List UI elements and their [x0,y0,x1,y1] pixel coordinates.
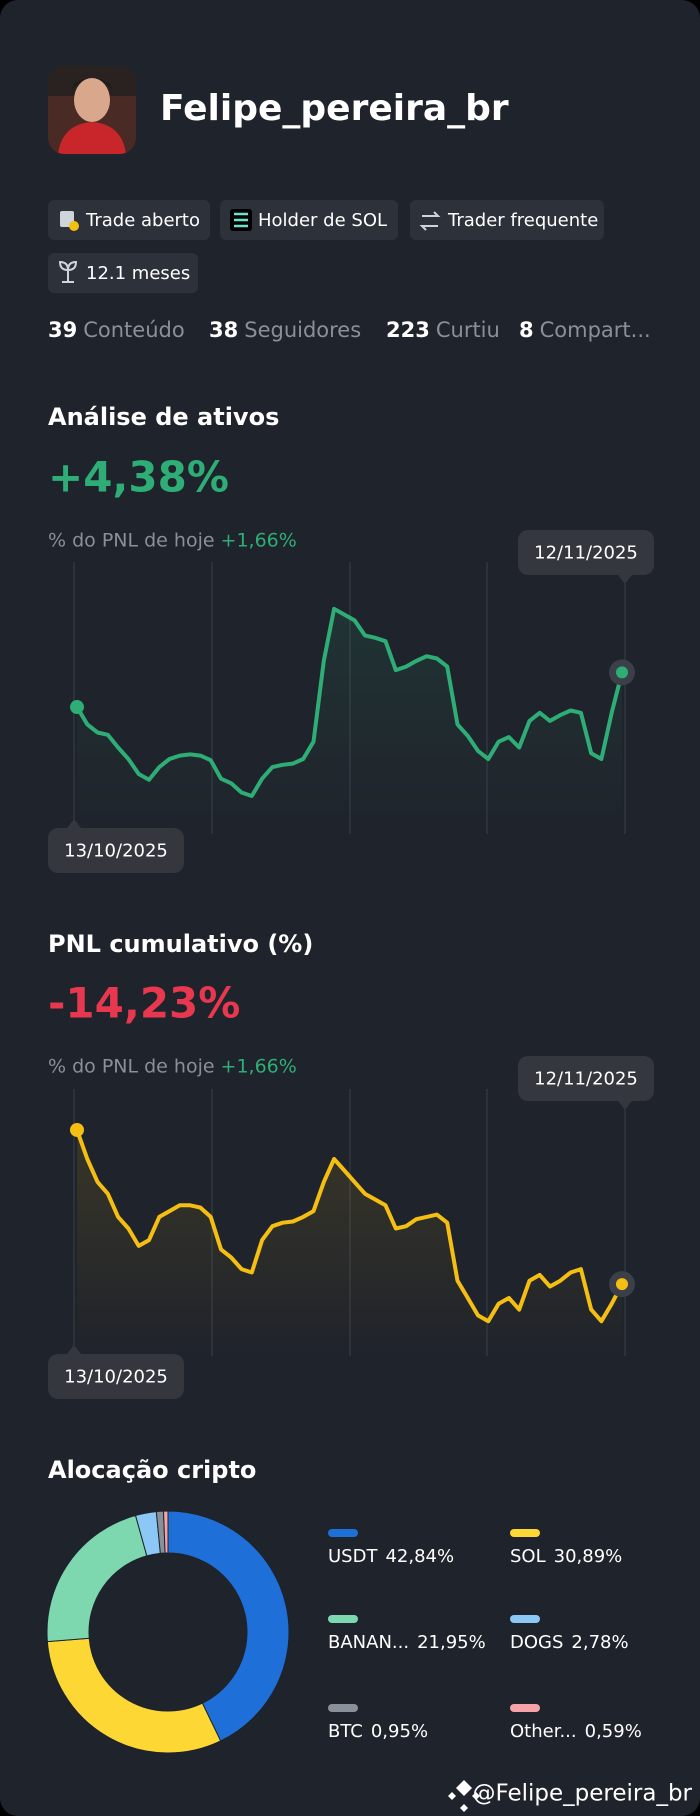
legend-label: DOGS [510,1632,563,1653]
tooltip-text: 13/10/2025 [64,841,168,862]
subtitle-value: +1,66% [221,1056,297,1078]
footer-logo [448,1780,480,1812]
legend-swatch [510,1529,540,1537]
section-title: Alocação cripto [48,1456,256,1484]
legend-swatch [510,1615,540,1623]
badge-text: Trader frequente [447,210,598,231]
badge-icon [69,221,79,231]
legend-swatch [328,1704,358,1712]
legend-value: 2,78% [571,1632,628,1653]
legend-swatch [328,1615,358,1623]
line [75,606,624,798]
donut-slice [167,1510,290,1742]
tooltip-bg [48,1354,184,1399]
headline-value: +4,38% [48,453,229,502]
tooltip-tip [67,819,81,828]
line [75,1128,624,1324]
badge-icon [234,212,248,228]
stat-value: 8 [519,318,534,342]
tooltip-tip [618,1101,632,1110]
stat-label: Seguidores [244,318,361,342]
badge-text: Trade aberto [85,210,200,231]
avatar [48,66,136,154]
tooltip-bg [518,530,654,575]
start-point [70,1122,84,1137]
subtitle-value: +1,66% [221,530,297,552]
badge-icon [419,211,441,231]
badge-icon [58,260,78,283]
badge-bg [48,200,210,240]
legend-value: 0,59% [585,1721,642,1742]
legend-label: SOL [510,1546,546,1567]
end-point [616,666,628,679]
tooltip-bg [518,1056,654,1101]
badge-text: Holder de SOL [258,210,387,231]
badge-bg [410,200,604,240]
legend-swatch [328,1529,358,1537]
legend-value: 21,95% [417,1632,486,1653]
badge-bg [48,253,198,293]
start-point [70,700,84,715]
section-title: Análise de ativos [48,403,279,431]
end-point [616,1278,628,1291]
tooltip-text: 12/11/2025 [534,1069,638,1090]
legend-label: BANAN... [328,1632,409,1653]
stat-value: 38 [209,318,238,342]
tooltip-text: 12/11/2025 [534,543,638,564]
badge-bg [220,200,398,240]
donut-slice [46,1637,222,1754]
stat-value: 39 [48,318,77,342]
footer-handle: @Felipe_pereira_br [473,1781,693,1807]
legend-value: 42,84% [385,1546,454,1567]
legend-swatch [510,1704,540,1712]
subtitle: % do PNL de hoje [48,530,215,552]
tooltip-bg [48,828,184,873]
stat-value: 223 [386,318,430,342]
line-area [77,1130,622,1356]
section-title: PNL cumulativo (%) [48,930,313,958]
legend-label: BTC [328,1721,363,1742]
profile-name: Felipe_pereira_br [160,88,509,129]
stat-label: Conteúdo [83,318,184,342]
stat-label: Compart... [540,318,651,342]
tooltip-text: 13/10/2025 [64,1367,168,1388]
tooltip-tip [618,575,632,584]
badge-text: 12.1 meses [86,263,190,284]
legend-label: Other... [510,1721,577,1742]
donut-slice [162,1510,169,1554]
legend-value: 30,89% [554,1546,623,1567]
legend-label: USDT [328,1546,378,1567]
subtitle: % do PNL de hoje [48,1056,215,1078]
headline-value: -14,23% [48,979,240,1028]
stat-label: Curtiu [436,318,500,342]
line-area [77,608,622,834]
tooltip-tip [67,1345,81,1354]
legend-value: 0,95% [371,1721,428,1742]
